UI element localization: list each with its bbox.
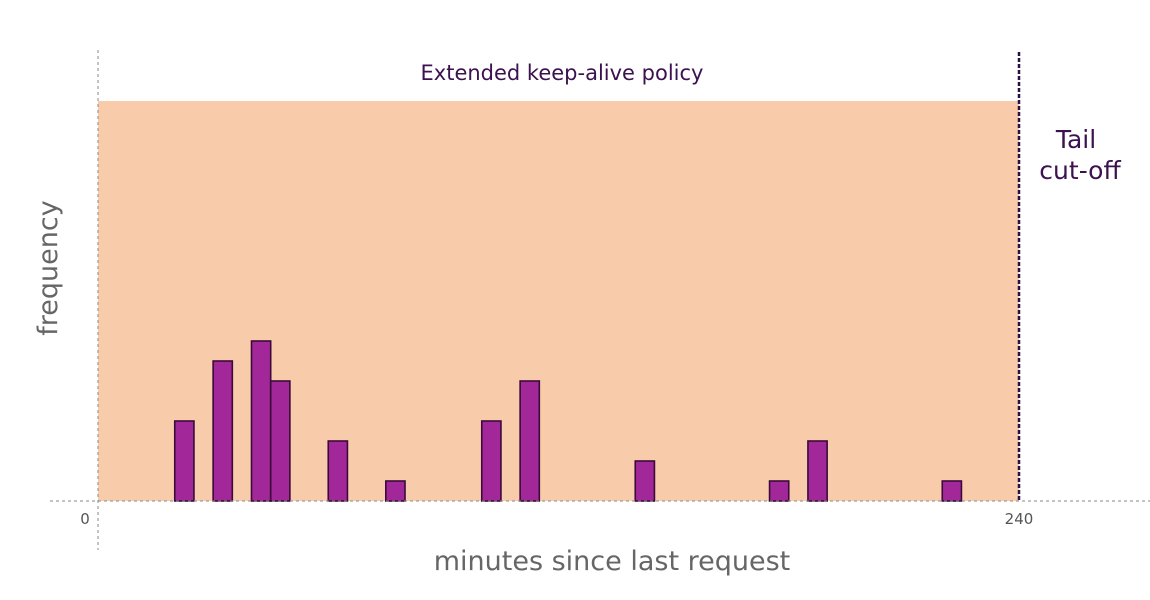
x-tick-label-240: 240 bbox=[1005, 510, 1034, 528]
histogram-bar-8 bbox=[634, 460, 656, 502]
cutoff-label: Tail cut-off bbox=[1039, 125, 1121, 185]
histogram-bar-4 bbox=[327, 440, 349, 502]
histogram-bar-5 bbox=[385, 480, 406, 502]
policy-region bbox=[98, 101, 1019, 501]
histogram-bar-2 bbox=[250, 340, 272, 502]
histogram-bar-7 bbox=[519, 380, 541, 502]
bars-group bbox=[173, 340, 963, 502]
histogram-bar-11 bbox=[941, 480, 963, 502]
region-label: Extended keep-alive policy bbox=[421, 61, 704, 85]
histogram-bar-1 bbox=[212, 360, 234, 502]
histogram-bar-9 bbox=[768, 480, 790, 502]
cutoff-label-line-1: Tail bbox=[1055, 125, 1096, 154]
histogram-bar-0 bbox=[173, 420, 195, 502]
histogram-bar-6 bbox=[480, 420, 502, 502]
histogram-bar-10 bbox=[807, 440, 828, 502]
x-tick-label-0: 0 bbox=[80, 510, 90, 528]
y-axis-title: frequency bbox=[33, 200, 64, 335]
x-axis-title: minutes since last request bbox=[434, 546, 791, 577]
histogram-bar-3 bbox=[269, 380, 291, 502]
cutoff-label-line-2: cut-off bbox=[1039, 156, 1121, 185]
